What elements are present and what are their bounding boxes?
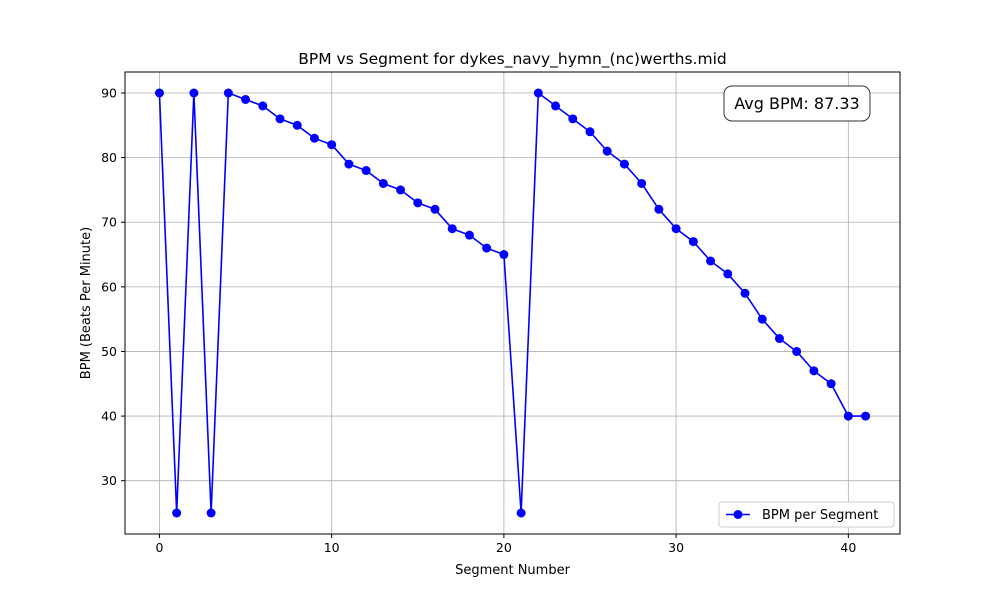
data-point (757, 314, 767, 324)
grid-lines (125, 72, 900, 534)
data-point (172, 508, 182, 518)
data-point (206, 508, 216, 518)
y-axis-label: BPM (Beats Per Minute) (79, 227, 94, 379)
legend-box (718, 501, 895, 528)
y-tick-label: 40 (101, 409, 117, 424)
data-point (637, 178, 647, 188)
data-point (706, 256, 716, 266)
data-point (482, 243, 492, 253)
data-point (551, 101, 561, 111)
y-tick-label: 30 (101, 473, 117, 488)
data-point (430, 204, 440, 214)
data-point (413, 198, 423, 208)
data-point (740, 288, 750, 298)
data-point (327, 140, 337, 150)
plot-frame (124, 71, 901, 535)
data-point (344, 159, 354, 169)
data-point (826, 379, 836, 389)
y-tick-label: 70 (101, 215, 117, 230)
data-point (568, 114, 578, 124)
data-point (723, 269, 733, 279)
data-point (843, 411, 853, 421)
data-point (378, 178, 388, 188)
series-layer (154, 88, 871, 518)
data-point (809, 366, 819, 376)
data-point (688, 237, 698, 247)
legend-marker-swatch (733, 510, 743, 519)
data-point (258, 101, 268, 111)
y-tick-label: 90 (101, 86, 117, 101)
data-point (309, 133, 319, 143)
data-point (241, 94, 251, 104)
data-point (499, 250, 509, 260)
average-bpm-annotation: Avg BPM: 87.33 (723, 85, 871, 122)
y-tick-label: 80 (101, 150, 117, 165)
data-point (619, 159, 629, 169)
x-tick-label: 0 (155, 540, 163, 555)
data-point (223, 88, 233, 98)
data-point (585, 127, 595, 137)
data-point (464, 230, 474, 240)
average-bpm-text: Avg BPM: 87.33 (734, 94, 859, 113)
data-point (774, 334, 784, 344)
x-tick-label: 10 (324, 540, 340, 555)
data-point (516, 508, 526, 518)
x-tick-label: 30 (668, 540, 684, 555)
legend-entry-label: BPM per Segment (762, 508, 878, 523)
x-tick-label: 40 (840, 540, 856, 555)
data-point (275, 114, 285, 124)
data-point (361, 166, 371, 176)
y-tick-label: 60 (101, 279, 117, 294)
data-point (154, 88, 164, 98)
data-point (671, 224, 681, 234)
data-point (861, 411, 871, 421)
annotation-box (723, 85, 871, 122)
y-tick-label: 50 (101, 344, 117, 359)
data-point (292, 120, 302, 130)
x-axis-label: Segment Number (455, 563, 571, 578)
data-point (654, 204, 664, 214)
axis-ticks: 0 10 20 30 40 30 40 50 60 70 80 90 (101, 86, 856, 556)
chart-title: BPM vs Segment for dykes_navy_hymn_(nc)w… (298, 50, 726, 69)
data-point (396, 185, 406, 195)
data-point (533, 88, 543, 98)
x-tick-label: 20 (496, 540, 512, 555)
data-point (447, 224, 457, 234)
data-point (189, 88, 199, 98)
data-point (602, 146, 612, 156)
legend: BPM per Segment (718, 501, 895, 528)
data-point (792, 346, 802, 356)
